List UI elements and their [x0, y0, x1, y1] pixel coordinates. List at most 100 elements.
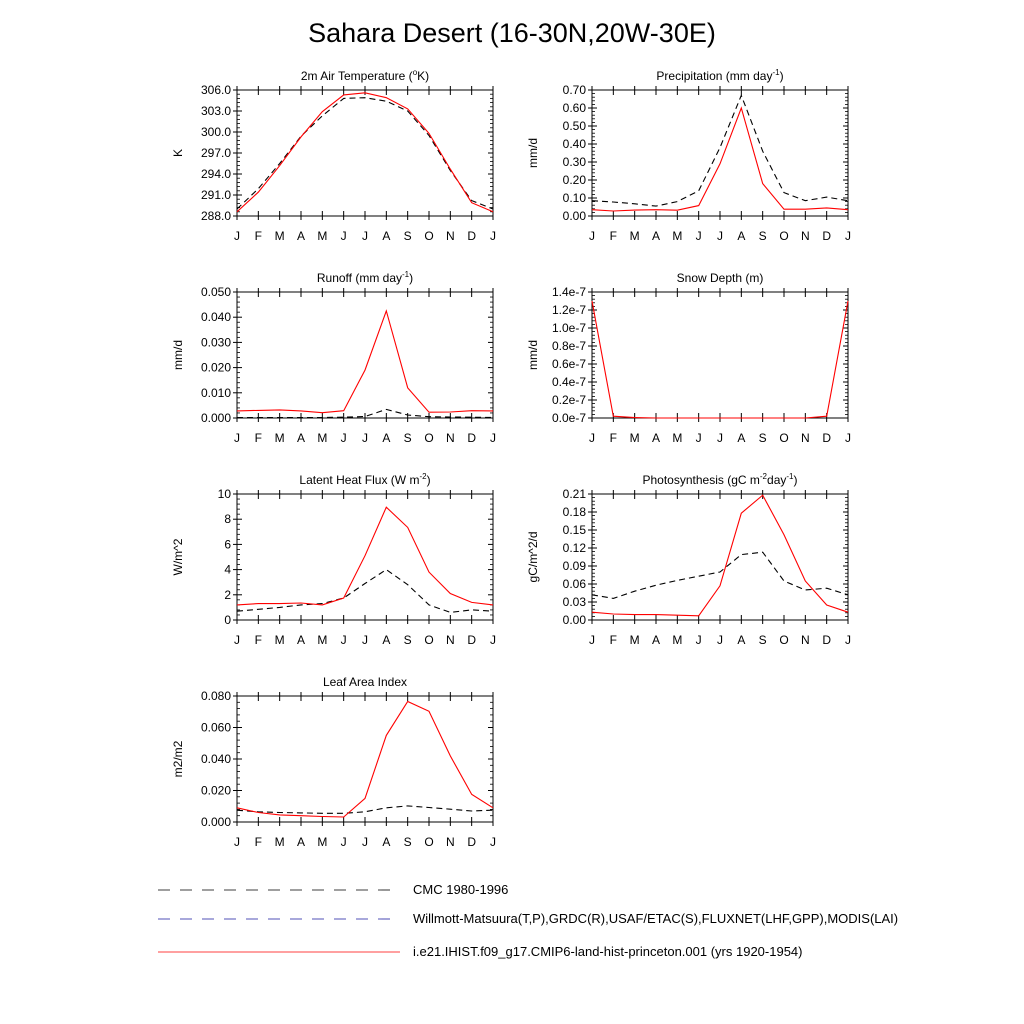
- x-tick-label: J: [696, 633, 702, 647]
- y-tick-label: 1.4e-7: [552, 285, 586, 299]
- x-tick-label: F: [610, 633, 617, 647]
- series-line-observed: [591, 93, 849, 207]
- series-line-observed: [237, 408, 494, 419]
- x-tick-label: A: [382, 633, 390, 647]
- chart-title: Latent Heat Flux (W m-2): [299, 472, 430, 487]
- x-tick-label: J: [234, 835, 240, 849]
- chart-panel-7: Leaf Area Index m2/m2 0.000 0.020 0.040 0.060…: [171, 675, 496, 849]
- plot-frame: [236, 291, 494, 419]
- x-tick-label: A: [652, 633, 660, 647]
- y-tick-label: 0.09: [563, 559, 587, 573]
- y-tick-label: 0.000: [201, 815, 231, 829]
- chart-title: 2m Air Temperature (oK): [301, 68, 429, 83]
- y-tick-label: 0.020: [201, 361, 231, 375]
- x-tick-label: F: [610, 229, 617, 243]
- y-tick-label: 0.2e-7: [552, 393, 586, 407]
- y-tick-label: 4: [224, 563, 231, 577]
- y-tick-label: 0.6e-7: [552, 357, 586, 371]
- x-tick-label: O: [424, 633, 433, 647]
- chart-panel-1: 2m Air Temperature (oK) K 288.0 291.0 294.0 2…: [171, 68, 496, 243]
- y-axis-label: mm/d: [526, 340, 540, 370]
- y-tick-label: 0.20: [563, 173, 587, 187]
- y-tick-label: 0.21: [563, 487, 587, 501]
- x-tick-label: J: [845, 229, 851, 243]
- y-axis-label: mm/d: [526, 138, 540, 168]
- x-tick-label: F: [255, 431, 262, 445]
- chart-title-text: Runoff (mm day: [317, 271, 402, 285]
- x-tick-label: J: [696, 431, 702, 445]
- y-axis-label: mm/d: [171, 340, 185, 370]
- x-tick-label: S: [759, 229, 767, 243]
- x-tick-label: M: [672, 229, 682, 243]
- y-tick-label: 6: [224, 537, 231, 551]
- chart-title-text: Latent Heat Flux (W m: [299, 473, 419, 487]
- x-tick-label: F: [255, 835, 262, 849]
- x-tick-label: A: [382, 835, 390, 849]
- x-tick-label: M: [275, 633, 285, 647]
- chart-title: Leaf Area Index: [323, 675, 407, 689]
- x-tick-label: M: [630, 229, 640, 243]
- chart-panel-6: Photosynthesis (gC m-2day-1) gC/m^2/d 0.00…: [526, 472, 851, 647]
- x-tick-label: O: [779, 633, 788, 647]
- x-tick-label: M: [317, 835, 327, 849]
- x-tick-label: N: [801, 229, 810, 243]
- plot-frame: [236, 493, 494, 621]
- x-tick-label: J: [234, 431, 240, 445]
- chart-title-text: 2m Air Temperature (: [301, 69, 413, 83]
- x-tick-label: M: [672, 431, 682, 445]
- chart-title-text: Precipitation (mm day: [656, 69, 772, 83]
- y-tick-label: 0.50: [563, 119, 587, 133]
- x-tick-label: N: [446, 835, 455, 849]
- x-tick-label: A: [297, 229, 305, 243]
- x-tick-label: S: [404, 835, 412, 849]
- x-tick-label: J: [717, 431, 723, 445]
- x-tick-label: A: [297, 633, 305, 647]
- chart-title-text: K): [417, 69, 429, 83]
- chart-panel-4: Snow Depth (m) mm/d 0.0e-7 0.2e-7 0.4e-7 0.6e…: [526, 271, 851, 445]
- y-tick-label: 0.60: [563, 101, 587, 115]
- x-tick-label: J: [490, 835, 496, 849]
- x-tick-label: J: [717, 229, 723, 243]
- y-axis-label: m2/m2: [171, 740, 185, 777]
- x-tick-label: D: [822, 229, 831, 243]
- x-tick-label: J: [362, 633, 368, 647]
- y-tick-label: 0.4e-7: [552, 375, 586, 389]
- chart-title-superscript: -2: [760, 472, 768, 481]
- chart-title-text: Snow Depth (m): [677, 271, 764, 285]
- y-tick-label: 0.03: [563, 595, 587, 609]
- x-tick-label: J: [341, 835, 347, 849]
- y-tick-label: 0.15: [563, 523, 587, 537]
- x-tick-label: S: [404, 431, 412, 445]
- x-tick-label: O: [424, 431, 433, 445]
- plot-frame: [236, 695, 494, 823]
- y-tick-label: 0.030: [201, 335, 231, 349]
- series-line-model: [591, 300, 849, 419]
- plot-frame: [591, 493, 849, 621]
- plot-frame: [591, 291, 849, 419]
- x-tick-label: N: [446, 431, 455, 445]
- x-tick-label: J: [362, 431, 368, 445]
- x-tick-label: M: [317, 431, 327, 445]
- x-tick-label: J: [589, 229, 595, 243]
- chart-title-text: ): [780, 69, 784, 83]
- y-tick-label: 0.70: [563, 83, 587, 97]
- x-tick-label: J: [589, 633, 595, 647]
- x-tick-label: M: [630, 431, 640, 445]
- chart-title-text: ): [794, 473, 798, 487]
- x-tick-label: A: [737, 633, 745, 647]
- x-tick-label: M: [275, 229, 285, 243]
- chart-title-superscript: -2: [419, 472, 427, 481]
- series-line-model: [236, 92, 494, 213]
- y-tick-label: 303.0: [201, 104, 231, 118]
- x-tick-label: J: [234, 229, 240, 243]
- y-tick-label: 0.00: [563, 613, 587, 627]
- x-tick-label: D: [467, 835, 476, 849]
- x-tick-label: A: [382, 229, 390, 243]
- chart-title-text: day: [767, 473, 786, 487]
- x-tick-label: N: [801, 431, 810, 445]
- y-tick-label: 0.080: [201, 689, 231, 703]
- chart-title: Photosynthesis (gC m-2day-1): [643, 472, 798, 487]
- main-title: Sahara Desert (16-30N,20W-30E): [308, 18, 716, 48]
- x-tick-label: M: [630, 633, 640, 647]
